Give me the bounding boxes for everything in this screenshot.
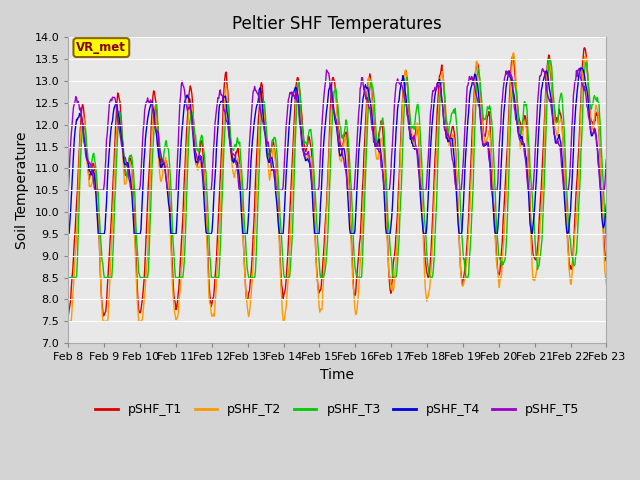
Line: pSHF_T1: pSHF_T1 xyxy=(68,48,606,316)
pSHF_T4 xyxy=(602,201,610,207)
pSHF_T2 xyxy=(212,277,220,283)
X-axis label: Time: Time xyxy=(321,368,355,382)
Legend: pSHF_T1, pSHF_T2, pSHF_T3, pSHF_T4, pSHF_T5: pSHF_T1, pSHF_T2, pSHF_T3, pSHF_T4, pSHF… xyxy=(90,398,584,421)
pSHF_T2 xyxy=(65,318,72,324)
pSHF_T4 xyxy=(403,101,410,107)
pSHF_T3 xyxy=(546,56,554,62)
pSHF_T5 xyxy=(419,187,427,193)
pSHF_T5 xyxy=(92,187,99,193)
pSHF_T4 xyxy=(65,231,72,237)
pSHF_T1 xyxy=(419,224,427,230)
pSHF_T1 xyxy=(74,171,82,177)
pSHF_T1 xyxy=(65,312,72,318)
pSHF_T5 xyxy=(65,186,72,192)
pSHF_T4 xyxy=(212,144,220,150)
pSHF_T1 xyxy=(213,238,221,244)
pSHF_T1 xyxy=(185,93,193,99)
pSHF_T1 xyxy=(581,45,589,50)
pSHF_T1 xyxy=(602,259,610,264)
pSHF_T5 xyxy=(403,113,411,119)
Line: pSHF_T4: pSHF_T4 xyxy=(68,68,606,234)
pSHF_T3 xyxy=(129,168,137,174)
pSHF_T3 xyxy=(184,154,192,160)
Line: pSHF_T2: pSHF_T2 xyxy=(68,53,606,321)
pSHF_T3 xyxy=(65,275,72,280)
Y-axis label: Soil Temperature: Soil Temperature xyxy=(15,132,29,249)
pSHF_T1 xyxy=(131,209,138,215)
pSHF_T4 xyxy=(184,95,192,101)
pSHF_T5 xyxy=(575,65,583,71)
pSHF_T1 xyxy=(403,81,411,86)
Line: pSHF_T5: pSHF_T5 xyxy=(68,68,606,190)
pSHF_T2 xyxy=(419,211,426,217)
pSHF_T2 xyxy=(602,281,610,287)
pSHF_T3 xyxy=(74,235,82,241)
pSHF_T2 xyxy=(509,50,517,56)
pSHF_T5 xyxy=(131,187,138,193)
pSHF_T2 xyxy=(403,76,410,82)
pSHF_T2 xyxy=(129,206,137,212)
Text: VR_met: VR_met xyxy=(76,41,126,54)
Title: Peltier SHF Temperatures: Peltier SHF Temperatures xyxy=(232,15,442,33)
pSHF_T5 xyxy=(213,101,221,107)
pSHF_T1 xyxy=(100,313,108,319)
Line: pSHF_T3: pSHF_T3 xyxy=(68,59,606,277)
pSHF_T5 xyxy=(74,98,82,104)
pSHF_T3 xyxy=(403,74,410,80)
pSHF_T4 xyxy=(577,65,585,71)
pSHF_T4 xyxy=(74,115,82,120)
pSHF_T5 xyxy=(185,105,193,110)
pSHF_T5 xyxy=(602,157,610,163)
pSHF_T4 xyxy=(419,219,426,225)
pSHF_T3 xyxy=(212,275,220,280)
pSHF_T3 xyxy=(602,242,610,248)
pSHF_T2 xyxy=(74,193,82,199)
pSHF_T3 xyxy=(419,171,426,177)
pSHF_T4 xyxy=(129,218,137,224)
pSHF_T2 xyxy=(184,120,192,126)
